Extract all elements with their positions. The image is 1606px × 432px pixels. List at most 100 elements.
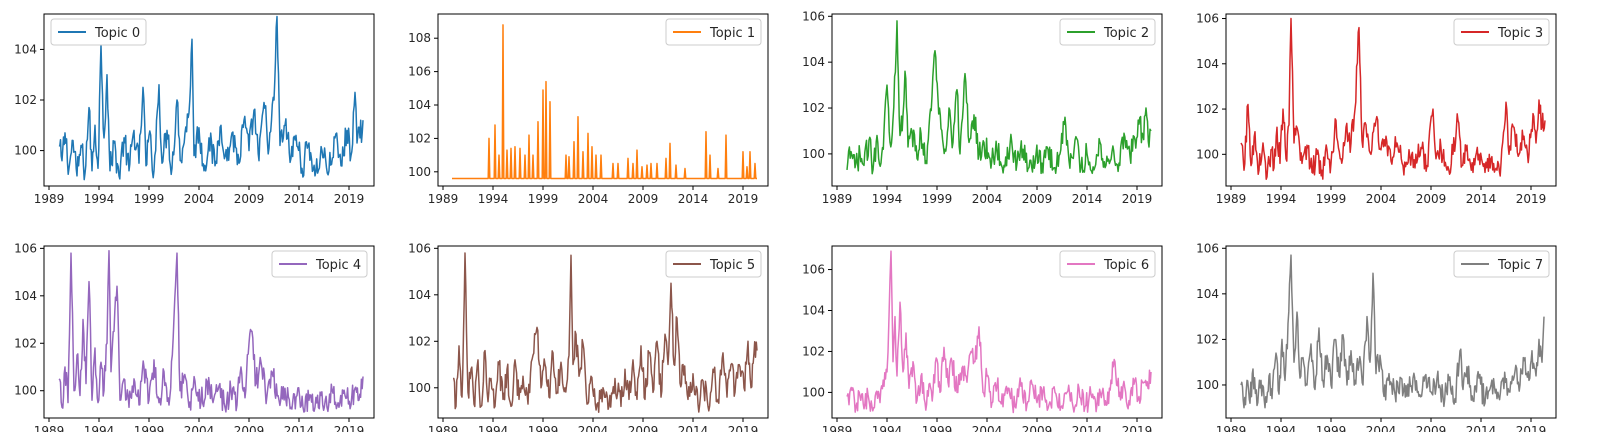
series-line	[846, 250, 1152, 414]
subplot-1: 1989 1994 1999 2004 2009 2014 2019 100 102 104 106…	[408, 13, 769, 206]
subplot-2: 1989 1994 1999 2004 2009 2014 2019 100 102 104 106…	[802, 9, 1163, 206]
axes-frame	[43, 245, 375, 419]
series-line	[452, 24, 757, 180]
x-tick-label: 1994	[872, 192, 903, 206]
x-tick-label: 2009	[628, 192, 659, 206]
x-tick-label: 1989	[428, 192, 459, 206]
subplot-7: 1989 1994 1999 2004 2009 2014 2019 100 102 104 106…	[1196, 241, 1557, 432]
x-tick-label: 1994	[478, 424, 509, 432]
x-tick-label: 2019	[728, 424, 759, 432]
y-tick-label: 106	[1196, 241, 1219, 255]
y-tick-label: 100	[408, 381, 431, 395]
legend-label: Topic 0	[94, 26, 140, 41]
y-tick-label: 100	[1196, 147, 1219, 161]
x-tick-label: 2004	[184, 424, 215, 432]
legend-box	[665, 250, 762, 278]
plot-marks: 1989 1994 1999 2004 2009 2014 2019 100 102 104	[14, 13, 375, 206]
y-tick-label: 100	[14, 144, 37, 158]
x-tick-label: 2019	[334, 192, 365, 206]
plot-marks: 1989 1994 1999 2004 2009 2014 2019 100 102 104 106	[14, 241, 375, 432]
x-tick-label: 1999	[1316, 424, 1347, 432]
x-tick-label: 2009	[1416, 192, 1447, 206]
series-line	[58, 15, 364, 181]
y-tick-label: 106	[14, 241, 37, 255]
x-tick-label: 2019	[1122, 424, 1153, 432]
x-tick-label: 2014	[1466, 424, 1497, 432]
x-tick-label: 2009	[628, 424, 659, 432]
series-line	[1240, 254, 1545, 409]
y-tick-label: 106	[802, 9, 825, 23]
x-tick-label: 2004	[972, 424, 1003, 432]
x-tick-label: 2014	[1466, 192, 1497, 206]
legend-box	[1453, 18, 1550, 46]
x-tick-label: 1989	[1216, 424, 1247, 432]
series-line	[453, 252, 758, 413]
plot-marks: 1989 1994 1999 2004 2009 2014 2019 100 102 104 106	[1196, 12, 1557, 206]
y-tick-label: 102	[14, 336, 37, 350]
legend-box	[1059, 18, 1156, 46]
subplot-5: 1989 1994 1999 2004 2009 2014 2019 100 102 104 106…	[408, 241, 769, 432]
y-tick-label: 104	[14, 42, 37, 56]
x-tick-label: 1999	[528, 192, 559, 206]
x-tick-label: 1999	[528, 424, 559, 432]
y-tick-label: 104	[802, 304, 825, 318]
plot-marks: 1989 1994 1999 2004 2009 2014 2019 100 102 104 106	[802, 245, 1163, 432]
legend-box	[50, 18, 147, 46]
series-line	[846, 20, 1152, 175]
y-tick-label: 104	[408, 98, 431, 112]
x-tick-label: 2014	[678, 424, 709, 432]
x-tick-label: 1994	[84, 424, 115, 432]
y-tick-label: 106	[802, 263, 825, 277]
x-tick-label: 2009	[1022, 192, 1053, 206]
y-tick-label: 104	[802, 55, 825, 69]
x-tick-label: 2014	[678, 192, 709, 206]
x-tick-label: 2009	[234, 192, 265, 206]
y-tick-label: 108	[408, 31, 431, 45]
subplot-6: 1989 1994 1999 2004 2009 2014 2019 100 102 104 106…	[802, 245, 1163, 432]
x-tick-label: 1994	[1266, 192, 1297, 206]
x-tick-label: 2014	[284, 192, 315, 206]
x-tick-label: 2009	[234, 424, 265, 432]
y-tick-label: 102	[1196, 102, 1219, 116]
y-tick-label: 100	[1196, 378, 1219, 392]
plot-marks: 1989 1994 1999 2004 2009 2014 2019 100 102 104 106	[1196, 241, 1557, 432]
plot-marks: 1989 1994 1999 2004 2009 2014 2019 100 102 104 106	[408, 241, 769, 432]
y-tick-label: 102	[1196, 332, 1219, 346]
x-tick-label: 2009	[1416, 424, 1447, 432]
y-tick-label: 102	[802, 344, 825, 358]
x-tick-label: 2014	[1072, 424, 1103, 432]
y-tick-label: 104	[1196, 287, 1219, 301]
x-tick-label: 1994	[1266, 424, 1297, 432]
y-tick-label: 104	[14, 289, 37, 303]
x-tick-label: 2019	[1122, 192, 1153, 206]
legend-label: Topic 5	[709, 258, 755, 273]
x-tick-label: 2019	[728, 192, 759, 206]
y-tick-label: 102	[14, 93, 37, 107]
x-tick-label: 1994	[872, 424, 903, 432]
axes-frame	[437, 245, 769, 419]
x-tick-label: 2019	[1516, 192, 1547, 206]
legend-label: Topic 4	[315, 258, 361, 273]
axes-frame	[1225, 245, 1557, 419]
x-tick-label: 2019	[1516, 424, 1547, 432]
x-tick-label: 2004	[972, 192, 1003, 206]
y-tick-label: 100	[408, 165, 431, 179]
plot-marks: 1989 1994 1999 2004 2009 2014 2019 100 102 104 106…	[408, 13, 769, 206]
x-tick-label: 2004	[1366, 424, 1397, 432]
y-tick-label: 100	[802, 147, 825, 161]
x-tick-label: 2004	[1366, 192, 1397, 206]
x-tick-label: 2019	[334, 424, 365, 432]
legend-box	[1059, 250, 1156, 278]
y-tick-label: 102	[802, 101, 825, 115]
x-tick-label: 1989	[34, 424, 65, 432]
y-tick-label: 100	[802, 385, 825, 399]
x-tick-label: 1999	[134, 192, 165, 206]
legend-box	[1453, 250, 1550, 278]
x-tick-label: 2004	[578, 192, 609, 206]
x-tick-label: 1989	[822, 424, 853, 432]
legend-box	[271, 250, 368, 278]
axes-frame	[831, 245, 1163, 419]
x-tick-label: 1994	[84, 192, 115, 206]
y-tick-label: 106	[408, 241, 431, 255]
